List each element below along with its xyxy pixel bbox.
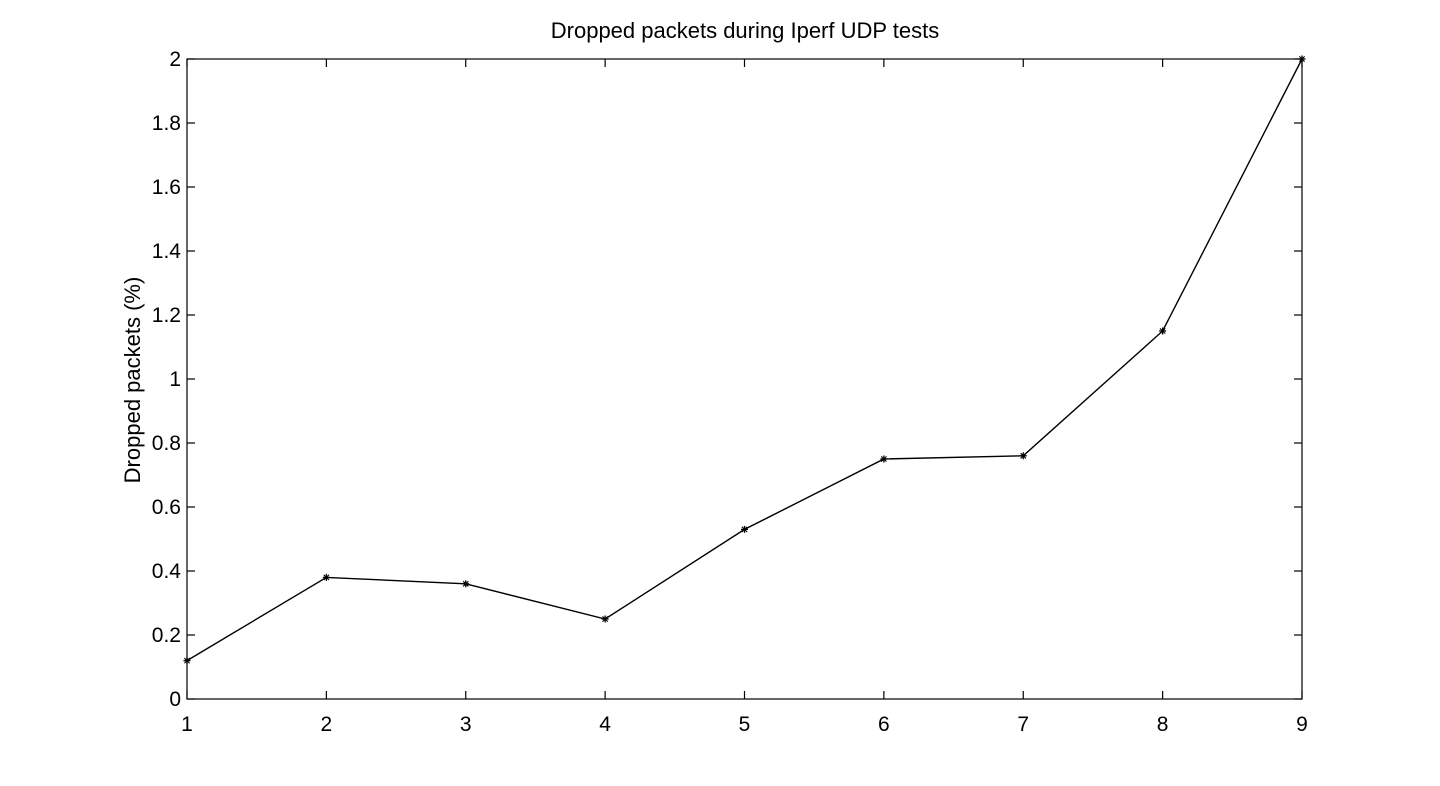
data-point-marker <box>322 573 330 581</box>
chart-title: Dropped packets during Iperf UDP tests <box>551 18 939 43</box>
y-axis-ticks: 0 0.2 0.4 0.6 0.8 1 1.2 1.4 1.6 1.8 2 <box>152 48 1302 711</box>
y-tick-label: 0.8 <box>152 432 181 455</box>
y-tick-label: 0.4 <box>152 560 182 583</box>
x-tick-label: 3 <box>460 713 472 736</box>
x-tick-label: 6 <box>878 713 890 736</box>
y-tick-label: 2 <box>169 48 181 71</box>
x-tick-label: 8 <box>1157 713 1169 736</box>
x-tick-label: 2 <box>321 713 333 736</box>
data-point-marker <box>601 615 609 623</box>
x-tick-label: 4 <box>599 713 611 736</box>
x-tick-label: 1 <box>181 713 193 736</box>
y-tick-label: 0 <box>169 688 181 711</box>
series-layer <box>183 55 1306 665</box>
x-tick-label: 9 <box>1296 713 1308 736</box>
y-tick-label: 1.2 <box>152 304 181 327</box>
data-point-marker <box>1298 55 1306 63</box>
y-tick-label: 1.8 <box>152 112 181 135</box>
data-point-marker <box>880 455 888 463</box>
data-point-marker <box>462 580 470 588</box>
data-point-marker <box>741 525 748 533</box>
y-tick-label: 0.6 <box>152 496 181 519</box>
y-axis-label: Dropped packets (%) <box>120 277 145 484</box>
plot-area <box>186 58 1303 700</box>
series-line <box>186 58 1303 662</box>
x-axis-ticks: 1 2 3 4 5 6 7 8 9 <box>181 59 1308 736</box>
data-point-marker <box>1159 327 1167 335</box>
y-tick-label: 1 <box>169 368 181 391</box>
y-tick-label: 0.2 <box>152 624 181 647</box>
y-tick-label: 1.4 <box>152 240 182 263</box>
y-tick-label: 1.6 <box>152 176 181 199</box>
x-tick-label: 7 <box>1017 713 1029 736</box>
data-point-marker <box>1019 452 1027 460</box>
x-tick-label: 5 <box>739 713 751 736</box>
data-point-marker <box>183 657 191 665</box>
